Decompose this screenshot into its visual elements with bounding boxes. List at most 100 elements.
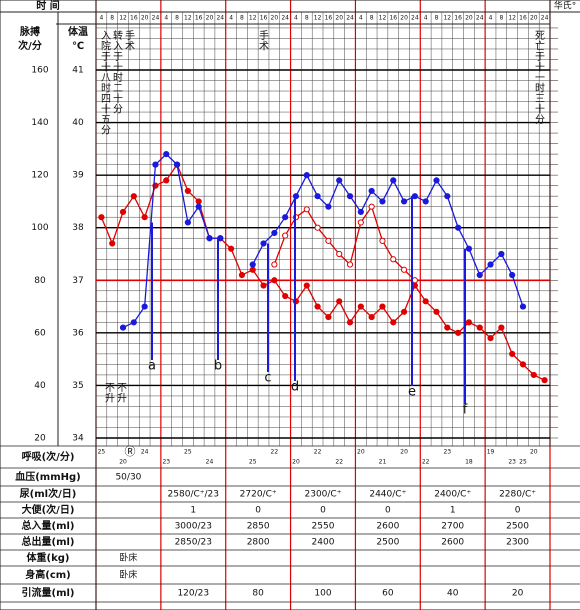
- table-cell: 2600: [376, 522, 399, 532]
- table-cell: 120/23: [177, 589, 209, 599]
- hour-label: 8: [370, 15, 374, 22]
- respiration-value: 19: [487, 449, 495, 456]
- annotation: d: [291, 380, 299, 395]
- y-tick-label: 160: [31, 66, 48, 76]
- data-point: [163, 151, 170, 158]
- data-point: [141, 303, 148, 310]
- hour-label: 16: [325, 15, 333, 22]
- annotation: a: [148, 359, 156, 374]
- table-cell: 2280/C⁺: [499, 490, 536, 500]
- data-point: [184, 187, 191, 195]
- data-point: [390, 256, 397, 263]
- data-point: [336, 177, 343, 184]
- hour-label: 8: [110, 15, 114, 22]
- respiration-value: 24: [206, 459, 214, 466]
- series-line: [252, 173, 524, 307]
- respiration-value: 22: [335, 459, 343, 466]
- row-label: 尿(ml次/日): [20, 487, 77, 500]
- data-point: [346, 261, 354, 268]
- data-point: [400, 266, 408, 273]
- table-cell: 2400: [312, 538, 335, 548]
- respiration-value: 25: [98, 449, 106, 456]
- y-tick-label: 80: [34, 276, 46, 286]
- hour-label: 20: [530, 15, 538, 22]
- data-point: [509, 350, 516, 357]
- hour-label: 24: [346, 15, 354, 22]
- data-point: [314, 193, 321, 200]
- data-point: [314, 224, 321, 231]
- data-point: [119, 324, 127, 331]
- data-point: [433, 308, 440, 315]
- respiration-note: Ⓡ: [125, 445, 136, 458]
- data-point: [195, 203, 202, 210]
- data-point: [271, 261, 278, 268]
- y-tick-label: 140: [31, 118, 48, 128]
- table-cell: 2300/C⁺: [305, 490, 342, 500]
- data-point: [357, 303, 364, 310]
- annotation: 入院于十八时四十五分: [99, 30, 111, 135]
- respiration-value: 23: [162, 459, 170, 466]
- data-point: [422, 298, 429, 305]
- respiration-value: 21: [379, 459, 387, 466]
- data-point: [411, 282, 418, 289]
- respiration-value: 20: [292, 459, 300, 466]
- table-cell: 2300: [506, 538, 529, 548]
- hour-label: 24: [411, 15, 419, 22]
- data-point: [498, 250, 505, 258]
- data-point: [357, 208, 364, 216]
- y-tick-label: 60: [34, 328, 46, 338]
- respiration-value: 25: [519, 459, 527, 466]
- y2-tick-label: 38: [72, 223, 84, 233]
- hour-label: 20: [465, 15, 473, 22]
- respiration-value: 20: [357, 449, 365, 456]
- data-point: [379, 198, 386, 205]
- hour-label: 16: [130, 15, 138, 22]
- y2-tick-label: 34: [72, 434, 84, 444]
- data-point: [152, 161, 159, 168]
- hour-label: 20: [271, 15, 279, 22]
- table-cell: 2850: [247, 522, 270, 532]
- y2-tick-label: 40: [72, 118, 84, 128]
- data-point: [487, 335, 494, 342]
- table-cell: 2500: [506, 522, 529, 532]
- y-unit: 次/分: [18, 39, 42, 52]
- table-cell: 2550: [312, 522, 335, 532]
- hour-label: 24: [476, 15, 484, 22]
- table-cell: 2800: [247, 538, 270, 548]
- hour-label: 4: [359, 15, 363, 22]
- annotation: e: [408, 385, 416, 400]
- table-cell: 0: [320, 506, 326, 516]
- data-point: [109, 240, 116, 247]
- data-point: [455, 224, 462, 231]
- data-point: [444, 324, 451, 331]
- data-point: [173, 161, 181, 168]
- respiration-value: 25: [249, 459, 257, 466]
- data-point: [519, 361, 527, 368]
- data-point: [530, 371, 537, 379]
- data-point: [400, 308, 408, 315]
- data-point: [476, 271, 483, 279]
- hour-label: 24: [281, 15, 289, 22]
- hour-label: 24: [541, 15, 549, 22]
- series-line: [122, 153, 221, 329]
- data-point: [271, 277, 278, 284]
- y-label: 脉搏: [19, 25, 40, 38]
- row-label: 呼吸(次/分): [22, 450, 75, 463]
- row-label: 身高(cm): [25, 568, 71, 581]
- hour-label: 8: [175, 15, 179, 22]
- hour-label: 20: [206, 15, 214, 22]
- y-tick-label: 100: [31, 223, 48, 233]
- hour-label: 12: [379, 15, 387, 22]
- data-point: [130, 193, 137, 200]
- data-point: [282, 214, 289, 221]
- respiration-value: 22: [271, 449, 279, 456]
- hour-label: 4: [164, 15, 168, 22]
- table-cell: 2400/C⁺: [434, 490, 471, 500]
- data-point: [206, 235, 213, 242]
- table-cell: 2500: [376, 538, 399, 548]
- data-point: [368, 203, 375, 210]
- data-point: [130, 319, 137, 326]
- y2-unit: ℃: [72, 41, 84, 52]
- y2-tick-label: 35: [72, 381, 83, 391]
- data-point: [465, 319, 473, 326]
